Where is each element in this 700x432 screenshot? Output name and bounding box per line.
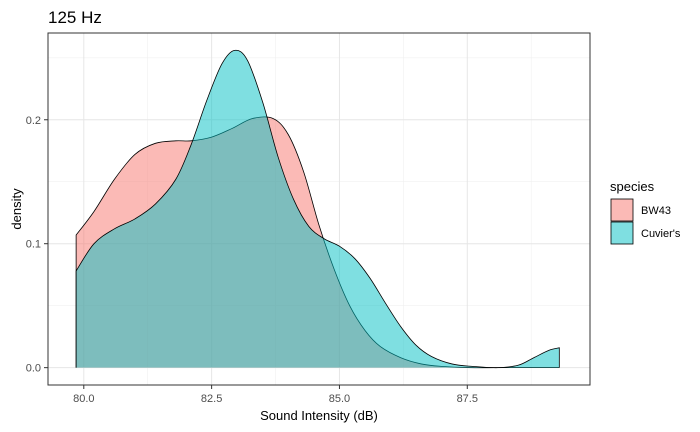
legend-title: species xyxy=(610,179,655,194)
density-outline-cuvier-s xyxy=(75,49,560,369)
y-axis-title: density xyxy=(9,188,24,230)
legend: species BW43 Cuvier's xyxy=(610,179,681,245)
legend-key-cuviers xyxy=(610,221,634,245)
x-tick-label: 87.5 xyxy=(457,393,478,405)
density-areas xyxy=(75,49,560,369)
plot-border xyxy=(47,32,591,386)
x-tick-label: 82.5 xyxy=(201,393,222,405)
y-tick-label: 0.2 xyxy=(26,115,41,127)
legend-item-bw43: BW43 xyxy=(610,198,671,222)
legend-label-cuviers: Cuvier's xyxy=(641,228,681,240)
chart-title: 125 Hz xyxy=(48,8,102,27)
legend-label-bw43: BW43 xyxy=(641,205,671,217)
x-tick-label: 85.0 xyxy=(329,393,350,405)
y-tick-label: 0.0 xyxy=(26,363,41,375)
x-axis-title: Sound Intensity (dB) xyxy=(260,408,378,423)
x-tick-label: 80.0 xyxy=(73,393,94,405)
legend-item-cuviers: Cuvier's xyxy=(610,221,681,245)
y-axis: 0.0 0.1 0.2 xyxy=(26,115,48,375)
legend-key-bw43 xyxy=(610,198,634,222)
x-axis: 80.0 82.5 85.0 87.5 xyxy=(73,385,478,405)
y-tick-label: 0.1 xyxy=(26,239,41,251)
